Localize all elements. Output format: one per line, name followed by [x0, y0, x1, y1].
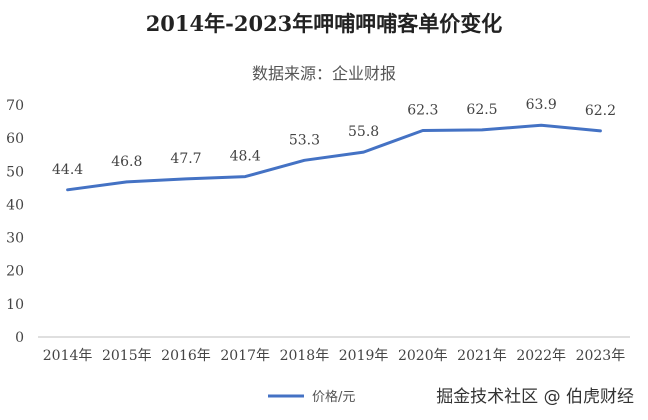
watermark-text: 掘金技术社区 @ 伯虎财经	[436, 387, 634, 407]
y-tick-label: 50	[6, 164, 24, 180]
data-label: 63.9	[526, 97, 557, 113]
legend: 价格/元	[268, 389, 355, 405]
y-tick-label: 0	[15, 330, 24, 346]
y-tick-label: 10	[6, 297, 24, 313]
y-tick-label: 60	[6, 131, 24, 147]
y-tick-label: 20	[6, 264, 24, 280]
x-tick-label: 2018年	[280, 348, 330, 364]
y-tick-label: 30	[6, 231, 24, 247]
y-tick-label: 70	[6, 98, 24, 114]
data-label: 46.8	[111, 154, 142, 170]
data-label: 62.2	[585, 103, 616, 119]
y-axis-ticks: 0 10 20 30 40 50 60 70	[6, 98, 24, 346]
series-line	[66, 123, 602, 192]
series-group	[66, 123, 602, 192]
data-label: 44.4	[52, 162, 83, 178]
legend-label: 价格/元	[312, 389, 355, 405]
x-axis-ticks: 2014年 2015年 2016年 2017年 2018年 2019年 2020年 2021年…	[43, 348, 625, 364]
x-tick-label: 2019年	[339, 348, 389, 364]
x-tick-label: 2016年	[161, 348, 211, 364]
data-label: 55.8	[348, 124, 379, 140]
x-tick-label: 2017年	[220, 348, 270, 364]
data-label: 62.3	[407, 103, 438, 119]
data-label: 47.7	[170, 151, 201, 167]
x-tick-label: 2023年	[576, 348, 626, 364]
chart-title: 2014年-2023年呷哺呷哺客单价变化	[146, 11, 503, 36]
x-tick-label: 2014年	[43, 348, 93, 364]
data-label: 48.4	[230, 149, 261, 165]
x-tick-label: 2015年	[102, 348, 152, 364]
data-label: 62.5	[466, 102, 497, 118]
x-tick-label: 2021年	[457, 348, 507, 364]
data-labels: 44.4 46.8 47.7 48.4 53.3 55.8 62.3 62.5 63.9 62.2	[52, 97, 616, 178]
data-label: 53.3	[289, 132, 320, 148]
x-tick-label: 2020年	[398, 348, 448, 364]
x-tick-label: 2022年	[516, 348, 566, 364]
y-tick-label: 40	[6, 197, 24, 213]
chart-subtitle: 数据来源：企业财报	[252, 64, 396, 83]
